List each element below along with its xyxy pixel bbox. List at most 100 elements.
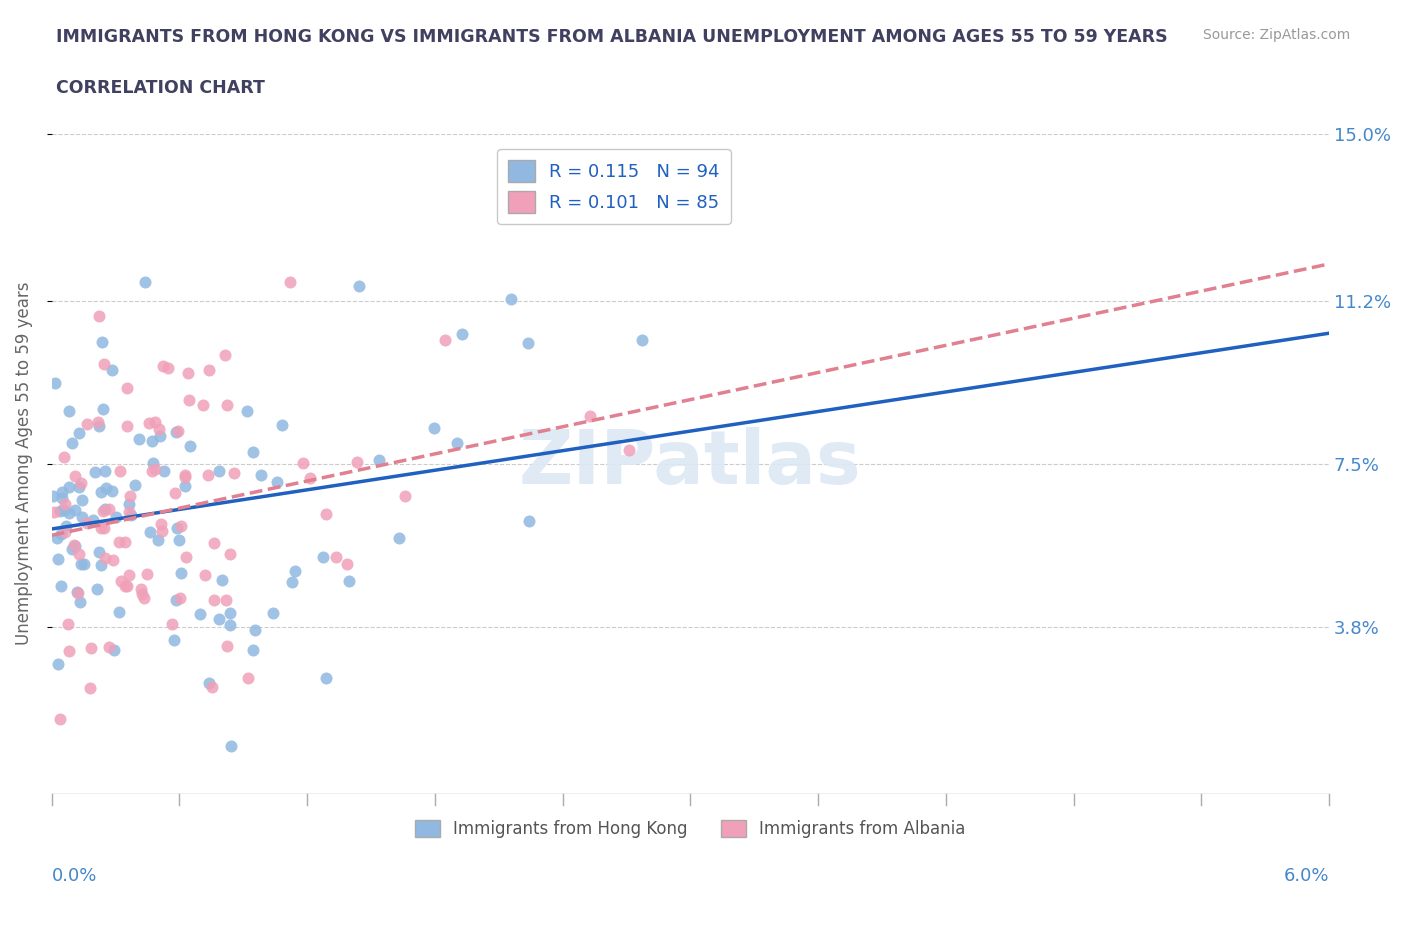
Point xyxy=(188,606,211,621)
Point xyxy=(224,465,246,480)
Text: CORRELATION CHART: CORRELATION CHART xyxy=(56,79,266,97)
Point xyxy=(266,474,288,489)
Point xyxy=(579,409,602,424)
Text: 6.0%: 6.0% xyxy=(1284,867,1329,885)
Point xyxy=(198,363,221,378)
Point xyxy=(94,551,117,565)
Point xyxy=(148,421,170,436)
Point xyxy=(215,398,238,413)
Point xyxy=(153,463,176,478)
Point xyxy=(163,485,186,500)
Point xyxy=(173,478,195,493)
Point xyxy=(52,450,75,465)
Point xyxy=(336,557,359,572)
Point xyxy=(394,489,416,504)
Point xyxy=(176,365,198,380)
Point xyxy=(89,309,111,324)
Point xyxy=(134,591,156,605)
Point xyxy=(218,618,240,632)
Point xyxy=(179,438,201,453)
Point xyxy=(117,567,139,582)
Point xyxy=(42,504,65,519)
Point xyxy=(242,445,264,459)
Point xyxy=(46,657,69,671)
Point xyxy=(108,535,131,550)
Point xyxy=(143,461,166,476)
Point xyxy=(101,484,124,498)
Point xyxy=(150,524,173,538)
Point xyxy=(128,432,150,446)
Point xyxy=(194,567,217,582)
Point xyxy=(298,470,321,485)
Point xyxy=(156,361,179,376)
Point xyxy=(93,520,115,535)
Point xyxy=(135,567,157,582)
Point xyxy=(433,333,456,348)
Point xyxy=(499,292,522,307)
Point xyxy=(83,465,105,480)
Point xyxy=(129,581,152,596)
Point xyxy=(87,418,110,433)
Text: Source: ZipAtlas.com: Source: ZipAtlas.com xyxy=(1202,28,1350,42)
Point xyxy=(97,501,120,516)
Point xyxy=(120,508,142,523)
Point xyxy=(104,510,127,525)
Point xyxy=(101,552,124,567)
Point xyxy=(516,335,538,350)
Point xyxy=(86,581,108,596)
Point xyxy=(214,348,236,363)
Point xyxy=(108,463,131,478)
Point xyxy=(114,578,136,593)
Point xyxy=(49,504,72,519)
Point xyxy=(131,586,153,601)
Point xyxy=(58,404,80,418)
Point xyxy=(114,535,136,550)
Point xyxy=(250,468,273,483)
Point xyxy=(86,414,108,429)
Point xyxy=(167,532,190,547)
Point xyxy=(110,574,132,589)
Point xyxy=(90,485,112,499)
Point xyxy=(166,423,188,438)
Point xyxy=(631,333,654,348)
Text: ZIPatlas: ZIPatlas xyxy=(519,427,862,500)
Point xyxy=(41,489,63,504)
Point xyxy=(218,546,240,561)
Point xyxy=(76,516,98,531)
Point xyxy=(160,617,183,631)
Point xyxy=(148,532,170,547)
Point xyxy=(262,605,284,620)
Point xyxy=(174,550,197,565)
Point xyxy=(58,479,80,494)
Point xyxy=(446,435,468,450)
Point xyxy=(211,572,233,587)
Point xyxy=(94,463,117,478)
Point xyxy=(91,335,114,350)
Point xyxy=(367,452,389,467)
Point xyxy=(166,521,188,536)
Point xyxy=(67,547,90,562)
Point xyxy=(315,506,337,521)
Point xyxy=(115,578,138,593)
Point xyxy=(70,557,93,572)
Point xyxy=(142,455,165,470)
Point xyxy=(208,463,231,478)
Text: IMMIGRANTS FROM HONG KONG VS IMMIGRANTS FROM ALBANIA UNEMPLOYMENT AMONG AGES 55 : IMMIGRANTS FROM HONG KONG VS IMMIGRANTS … xyxy=(56,28,1168,46)
Point xyxy=(292,456,315,471)
Y-axis label: Unemployment Among Ages 55 to 59 years: Unemployment Among Ages 55 to 59 years xyxy=(15,282,32,645)
Point xyxy=(63,538,86,553)
Point xyxy=(53,502,76,517)
Point xyxy=(90,557,112,572)
Point xyxy=(94,501,117,516)
Point xyxy=(49,527,72,542)
Point xyxy=(76,417,98,432)
Point xyxy=(450,326,472,341)
Point xyxy=(63,538,86,552)
Point xyxy=(73,556,96,571)
Point xyxy=(388,531,411,546)
Point xyxy=(423,420,446,435)
Point xyxy=(107,605,129,620)
Point xyxy=(197,468,219,483)
Point xyxy=(62,435,84,450)
Point xyxy=(70,493,93,508)
